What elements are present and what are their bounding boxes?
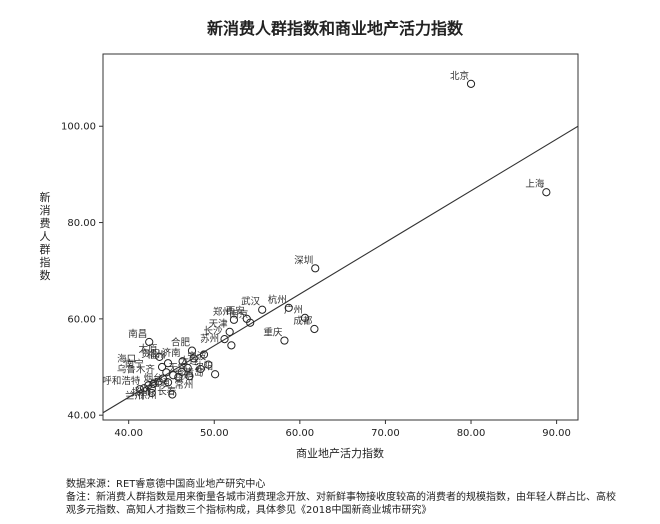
y-tick-label: 100.00 xyxy=(61,122,96,133)
x-tick-label: 90.00 xyxy=(542,428,571,439)
point-label: 杭州 xyxy=(268,294,287,306)
data-point xyxy=(204,360,213,369)
point-label: 南通 xyxy=(150,377,170,389)
x-tick-label: 60.00 xyxy=(286,428,315,439)
point-label: 乌鲁木齐 xyxy=(117,364,156,376)
plot-area-frame xyxy=(102,53,579,421)
data-point xyxy=(147,384,156,393)
data-point xyxy=(199,350,209,359)
x-tick-label: 50.00 xyxy=(200,428,229,439)
point-label: 青岛 xyxy=(185,367,204,379)
data-point xyxy=(155,352,164,362)
point-label: 重庆 xyxy=(263,327,283,339)
data-point xyxy=(162,368,171,377)
data-point xyxy=(196,364,205,374)
data-point xyxy=(246,318,255,327)
data-point xyxy=(145,337,154,347)
point-label: 呼和浩特 xyxy=(102,375,141,387)
point-label: 昆明 xyxy=(174,371,193,382)
x-axis: 40.00 50.00 60.00 70.00 80.00 90.00 xyxy=(114,420,571,439)
point-label: 北京 xyxy=(450,70,469,82)
data-source-note: 数据来源：RET睿意德中国商业地产研究中心 xyxy=(66,479,266,490)
y-tick-label: 40.00 xyxy=(67,411,96,422)
point-label: 广州 xyxy=(284,304,303,316)
data-point xyxy=(220,334,229,344)
point-label: 福州 xyxy=(147,349,166,361)
scatter-chart: 新消费人群指数和商业地产活力指数 40.00 60.00 80.00 100.00 4… xyxy=(40,19,579,460)
point-label: 郑州 xyxy=(213,306,232,318)
point-label: 深圳 xyxy=(294,255,313,266)
point-label: 南宁 xyxy=(125,358,144,370)
point-label: 海口 xyxy=(117,353,136,365)
x-tick-label: 40.00 xyxy=(114,428,143,439)
data-point xyxy=(300,313,310,323)
data-point xyxy=(163,378,173,387)
data-point xyxy=(178,357,187,366)
y-tick-label: 80.00 xyxy=(67,218,96,229)
chart-notes: 数据来源：RET睿意德中国商业地产研究中心 备注：新消费人群指数是用来衡量各城市… xyxy=(66,478,656,517)
data-point xyxy=(284,303,293,312)
data-point xyxy=(158,374,168,383)
data-point xyxy=(174,373,183,382)
data-point xyxy=(185,372,194,381)
x-axis-label: 商业地产活力指数 xyxy=(296,446,384,460)
point-label: 扬州 xyxy=(132,386,151,398)
point-label: 贵阳 xyxy=(141,348,160,360)
point-label: 沈阳 xyxy=(194,360,213,372)
point-label: 长沙 xyxy=(204,325,224,337)
point-label: 烟台 xyxy=(144,372,163,384)
data-point xyxy=(139,384,149,393)
data-point xyxy=(280,336,289,345)
data-point xyxy=(157,362,167,372)
point-label: 兰州 xyxy=(125,390,144,402)
data-point xyxy=(258,305,267,314)
point-label: 大连 xyxy=(180,355,200,367)
point-label: 武汉 xyxy=(241,296,261,308)
data-point xyxy=(183,363,192,373)
y-axis: 40.00 60.00 80.00 100.00 xyxy=(61,122,103,422)
x-tick-label: 80.00 xyxy=(457,428,486,439)
y-tick-label: 60.00 xyxy=(67,314,96,325)
point-label: 长春 xyxy=(157,385,177,397)
data-point xyxy=(169,371,178,380)
x-tick-label: 70.00 xyxy=(371,428,400,439)
point-label: 无锡 xyxy=(168,362,187,374)
data-point xyxy=(189,354,198,363)
point-label: 上海 xyxy=(525,178,545,190)
remark-note-line1: 备注：新消费人群指数是用来衡量各城市消费理念开放、对新鲜事物接收度较高的消费者的… xyxy=(66,492,616,503)
data-point xyxy=(225,327,234,336)
data-point xyxy=(227,341,236,350)
point-label: 西安 xyxy=(226,305,245,317)
data-point xyxy=(163,359,173,368)
point-label: 济南 xyxy=(162,347,181,359)
point-label: 徐州 xyxy=(138,390,157,402)
data-point xyxy=(187,346,197,355)
data-point xyxy=(211,370,220,379)
data-point xyxy=(311,264,320,273)
data-point xyxy=(310,324,319,334)
data-point xyxy=(229,315,239,324)
data-point xyxy=(466,79,476,88)
point-label: 宁波 xyxy=(187,351,207,363)
point-label: 合肥 xyxy=(171,337,191,349)
point-label: 常州 xyxy=(174,379,193,391)
data-point xyxy=(154,377,163,386)
data-point xyxy=(168,390,177,399)
chart-title: 新消费人群指数和商业地产活力指数 xyxy=(207,19,464,38)
data-point xyxy=(542,188,551,197)
point-label: 太原 xyxy=(138,343,157,355)
data-point xyxy=(135,385,144,394)
point-label: 天津 xyxy=(209,319,229,330)
y-axis-label: 新消费人群指数 xyxy=(40,190,51,282)
data-point xyxy=(149,379,158,388)
data-points xyxy=(135,79,551,399)
remark-note-line2: 观多元指数、高知人才指数三个指标构成，具体参见《2018中国新商业城市研究》 xyxy=(66,505,432,516)
point-label: 南昌 xyxy=(128,328,147,340)
point-label: 成都 xyxy=(293,315,313,327)
point-label: 南京 xyxy=(229,309,248,321)
data-point xyxy=(147,388,156,398)
point-label: 苏州 xyxy=(200,333,219,345)
